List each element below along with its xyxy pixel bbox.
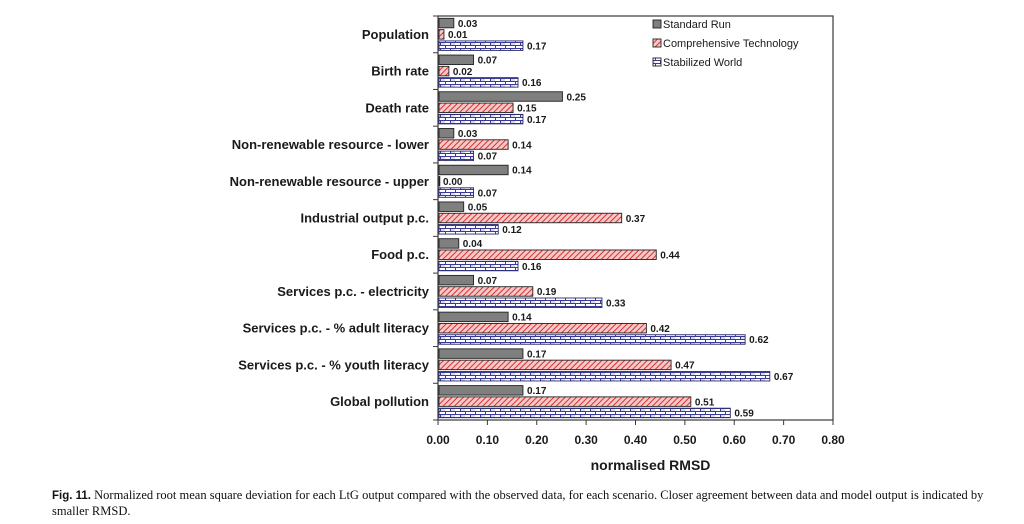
- data-label: 0.07: [478, 276, 498, 287]
- data-label: 0.05: [468, 202, 488, 213]
- bar-comprehensive-technology: [438, 396, 692, 407]
- data-label: 0.03: [458, 129, 478, 140]
- data-label: 0.17: [527, 349, 547, 360]
- data-label: 0.17: [527, 115, 547, 126]
- bar-stabilized-world: [438, 224, 499, 235]
- bar-stabilized-world: [438, 40, 524, 51]
- bar-comprehensive-technology: [438, 29, 445, 40]
- x-tick-label: 0.20: [525, 433, 549, 447]
- legend-label: Stabilized World: [663, 57, 742, 69]
- category-label: Food p.c.: [371, 247, 429, 262]
- bar-standard-run: [438, 17, 455, 29]
- bar-standard-run: [438, 311, 509, 323]
- data-label: 0.42: [650, 324, 670, 335]
- bar-comprehensive-technology: [438, 249, 657, 260]
- data-label: 0.17: [527, 41, 547, 52]
- bar-stabilized-world: [438, 77, 519, 88]
- category-label: Services p.c. - % youth literacy: [238, 357, 430, 372]
- data-label: 0.16: [522, 78, 542, 89]
- bar-stabilized-world: [438, 371, 771, 382]
- data-label: 0.44: [660, 250, 680, 261]
- bar-stabilized-world: [438, 334, 746, 345]
- x-tick-label: 0.50: [673, 433, 697, 447]
- data-label: 0.25: [566, 92, 586, 103]
- data-label: 0.51: [695, 397, 715, 408]
- data-label: 0.07: [478, 56, 498, 67]
- bar-standard-run: [438, 91, 563, 102]
- category-label: Industrial output p.c.: [300, 211, 429, 226]
- x-tick-label: 0.70: [772, 433, 796, 447]
- category-label: Non-renewable resource - lower: [232, 137, 429, 152]
- data-label: 0.17: [527, 386, 547, 397]
- data-label: 0.01: [448, 30, 468, 41]
- data-label: 0.62: [749, 335, 769, 346]
- x-tick-label: 0.60: [723, 433, 747, 447]
- data-label: 0.14: [512, 313, 532, 324]
- category-label: Services p.c. - electricity: [277, 284, 430, 299]
- bar-comprehensive-technology: [438, 212, 623, 224]
- bar-comprehensive-technology: [438, 176, 441, 187]
- data-label: 0.33: [606, 299, 626, 310]
- figure-caption-label: Fig. 11.: [52, 490, 91, 502]
- bar-standard-run: [438, 385, 524, 396]
- legend-swatch: [652, 19, 662, 29]
- x-axis-title: normalised RMSD: [591, 457, 711, 473]
- bar-comprehensive-technology: [438, 286, 534, 297]
- legend-swatch: [652, 38, 662, 48]
- legend-swatch: [652, 57, 662, 67]
- x-tick-label: 0.10: [476, 433, 500, 447]
- data-label: 0.07: [478, 188, 498, 199]
- data-label: 0.04: [463, 239, 483, 250]
- category-label: Death rate: [365, 100, 429, 115]
- chart: 0.00 0.10 0.20 0.30 0.40 0.50 0.60 0.70 0.80 Popu…: [230, 15, 845, 473]
- bar-standard-run: [438, 164, 509, 176]
- bar-stabilized-world: [438, 113, 524, 125]
- x-tick-label: 0.80: [821, 433, 845, 447]
- data-label: 0.59: [734, 409, 754, 420]
- bar-stabilized-world: [438, 297, 603, 308]
- data-label: 0.14: [512, 140, 532, 151]
- bar-standard-run: [438, 238, 460, 249]
- data-label: 0.47: [675, 361, 695, 372]
- bar-standard-run: [438, 128, 455, 139]
- category-label: Global pollution: [330, 394, 429, 409]
- data-label: 0.12: [502, 225, 522, 236]
- bar-standard-run: [438, 348, 524, 359]
- data-label: 0.67: [774, 372, 794, 383]
- data-label: 0.02: [453, 67, 473, 78]
- bar-comprehensive-technology: [438, 322, 647, 334]
- bar-comprehensive-technology: [438, 102, 514, 114]
- data-label: 0.19: [537, 287, 557, 298]
- figure-caption-text: Normalized root mean square deviation fo…: [52, 488, 984, 518]
- bar-stabilized-world: [438, 407, 731, 419]
- category-label: Birth rate: [371, 64, 429, 79]
- data-label: 0.15: [517, 104, 537, 115]
- bar-standard-run: [438, 201, 465, 212]
- bar-stabilized-world: [438, 150, 475, 162]
- legend-label: Standard Run: [663, 19, 731, 31]
- data-label: 0.37: [626, 214, 646, 225]
- data-label: 0.16: [522, 262, 542, 273]
- legend: Standard Run Comprehensive Technology Stab…: [652, 19, 799, 69]
- figure-caption: Fig. 11. Normalized root mean square dev…: [52, 488, 1012, 519]
- bar-stabilized-world: [438, 187, 475, 198]
- category-label: Population: [362, 27, 429, 42]
- x-tick-label: 0.40: [624, 433, 648, 447]
- bar-standard-run: [438, 54, 475, 65]
- data-label: 0.00: [443, 177, 463, 188]
- data-label: 0.03: [458, 19, 478, 30]
- category-label: Non-renewable resource - upper: [230, 174, 429, 189]
- data-label: 0.07: [478, 152, 498, 163]
- bar-standard-run: [438, 274, 475, 286]
- data-label: 0.14: [512, 166, 532, 177]
- legend-label: Comprehensive Technology: [663, 38, 799, 50]
- category-label: Services p.c. - % adult literacy: [243, 321, 430, 336]
- bar-comprehensive-technology: [438, 359, 672, 371]
- x-tick-label: 0.00: [426, 433, 450, 447]
- plot-area: 0.00 0.10 0.20 0.30 0.40 0.50 0.60 0.70 0.80 Popu…: [230, 15, 845, 447]
- bar-comprehensive-technology: [438, 139, 509, 150]
- bar-comprehensive-technology: [438, 65, 450, 77]
- bar-stabilized-world: [438, 260, 519, 272]
- x-tick-label: 0.30: [574, 433, 598, 447]
